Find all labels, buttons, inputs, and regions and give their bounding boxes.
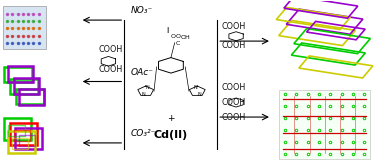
Bar	[12, 138, 28, 149]
Text: COOH: COOH	[98, 45, 122, 54]
Bar	[5, 118, 31, 140]
Text: +: +	[167, 114, 175, 123]
Text: N: N	[194, 85, 197, 90]
Text: COOH: COOH	[221, 83, 245, 92]
Bar	[8, 125, 25, 136]
Bar	[8, 66, 33, 82]
Text: COOH: COOH	[221, 41, 245, 50]
Text: O: O	[175, 34, 180, 39]
Bar	[276, 7, 350, 30]
Bar	[299, 56, 373, 78]
Text: O: O	[170, 34, 175, 39]
Text: N: N	[142, 92, 146, 97]
Bar	[291, 43, 366, 65]
Bar	[286, 9, 363, 34]
Bar	[19, 89, 44, 105]
Bar	[10, 79, 38, 94]
Text: OH: OH	[180, 35, 190, 40]
Text: OAc⁻: OAc⁻	[131, 68, 153, 77]
Text: NO₃⁻: NO₃⁻	[131, 6, 153, 15]
Bar	[307, 21, 365, 40]
Text: Cd(II): Cd(II)	[154, 130, 188, 140]
Bar	[5, 67, 32, 82]
Text: COOH: COOH	[221, 113, 245, 122]
Text: COOH: COOH	[221, 98, 245, 107]
Text: COOH: COOH	[221, 22, 245, 31]
Bar	[279, 90, 370, 159]
Text: C: C	[175, 41, 180, 46]
Bar	[8, 131, 35, 153]
Bar	[284, 0, 358, 18]
Text: N: N	[197, 92, 201, 97]
Bar	[14, 78, 39, 94]
Text: ∥: ∥	[166, 27, 169, 33]
Bar	[16, 89, 44, 104]
Bar	[279, 20, 355, 46]
Bar	[19, 134, 35, 146]
Bar	[3, 6, 46, 49]
Bar	[294, 29, 370, 54]
Text: N: N	[146, 85, 149, 90]
Bar	[15, 128, 42, 149]
Bar	[14, 130, 30, 141]
Bar	[10, 123, 37, 145]
Text: COOH: COOH	[98, 65, 122, 74]
Text: CO₃²⁻: CO₃²⁻	[131, 129, 156, 138]
